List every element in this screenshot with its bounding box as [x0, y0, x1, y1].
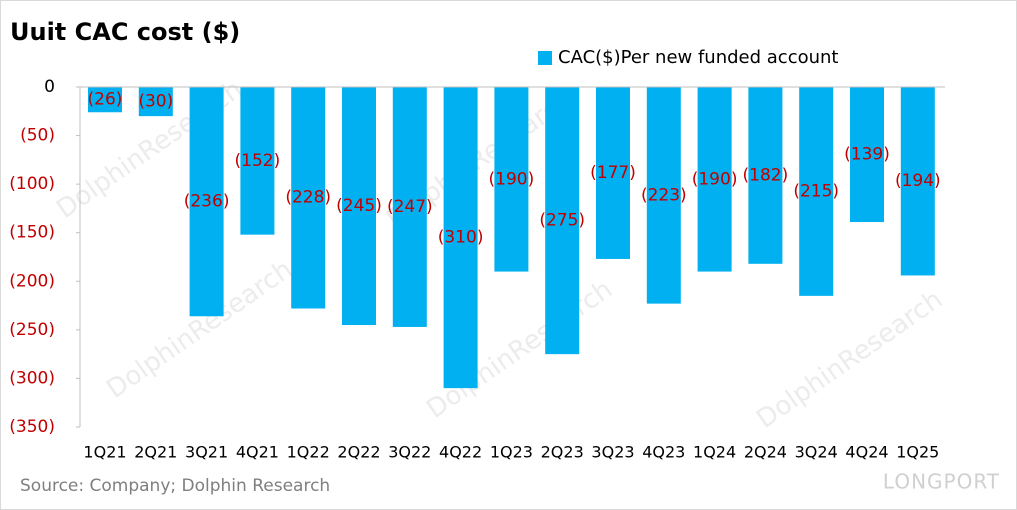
bar	[88, 87, 122, 113]
x-tick-label: 3Q21	[185, 443, 228, 462]
x-tick-label: 1Q22	[287, 443, 330, 462]
bar	[342, 87, 376, 325]
x-tick-label: 1Q24	[693, 443, 736, 462]
y-tick-label: (300)	[9, 368, 55, 388]
value-label: (26)	[88, 90, 123, 110]
bar	[900, 87, 935, 276]
x-tick-label: 4Q22	[439, 443, 482, 462]
x-tick-label: 2Q24	[744, 443, 787, 462]
x-tick-label: 4Q24	[845, 443, 888, 462]
y-tick-label: (50)	[20, 126, 55, 146]
legend-label: CAC($)Per new funded account	[558, 47, 838, 68]
source-note: Source: Company; Dolphin Research	[20, 476, 330, 496]
value-label: (190)	[692, 169, 738, 189]
value-label: (310)	[438, 228, 484, 248]
y-tick-label: (150)	[9, 223, 55, 243]
value-label: (245)	[336, 196, 382, 216]
legend-swatch	[538, 51, 552, 65]
x-tick-label: 3Q24	[795, 443, 838, 462]
y-tick-label: 0	[44, 77, 55, 97]
value-label: (275)	[539, 211, 585, 231]
value-label: (215)	[793, 181, 839, 201]
bar	[697, 87, 732, 272]
bar	[392, 87, 427, 327]
value-label: (152)	[235, 151, 281, 171]
value-label: (223)	[641, 185, 687, 205]
x-tick-label: 1Q21	[83, 443, 126, 462]
bar	[646, 87, 681, 304]
bar	[596, 87, 630, 259]
value-label: (228)	[285, 188, 331, 208]
value-label: (182)	[743, 165, 789, 185]
bar	[494, 87, 529, 272]
x-tick-label: 1Q23	[490, 443, 533, 462]
x-tick-label: 2Q21	[134, 443, 177, 462]
x-tick-label: 2Q22	[337, 443, 380, 462]
x-tick-label: 1Q25	[896, 443, 939, 462]
chart-title: Uuit CAC cost ($)	[10, 18, 240, 46]
value-label: (30)	[138, 92, 173, 112]
value-label: (236)	[184, 192, 230, 212]
x-tick-label: 3Q23	[591, 443, 634, 462]
x-tick-label: 4Q21	[236, 443, 279, 462]
y-tick-label: (200)	[9, 271, 55, 291]
bar	[443, 87, 478, 389]
value-label: (190)	[489, 169, 535, 189]
y-tick-label: (100)	[9, 174, 55, 194]
bar	[748, 87, 783, 264]
y-tick-label: (350)	[9, 417, 55, 437]
watermark: LONGPORT	[883, 470, 1000, 494]
value-label: (177)	[590, 163, 636, 183]
bar	[240, 87, 275, 235]
x-tick-label: 4Q23	[642, 443, 685, 462]
bar	[189, 87, 224, 317]
x-tick-label: 3Q22	[388, 443, 431, 462]
value-label: (194)	[895, 171, 941, 191]
x-tick-label: 2Q23	[541, 443, 584, 462]
bar	[545, 87, 580, 355]
bar	[799, 87, 834, 296]
y-tick-label: (250)	[9, 320, 55, 340]
bar	[291, 87, 326, 309]
value-label: (247)	[387, 197, 433, 217]
value-label: (139)	[844, 145, 890, 165]
bar	[850, 87, 884, 223]
bar	[138, 87, 173, 117]
